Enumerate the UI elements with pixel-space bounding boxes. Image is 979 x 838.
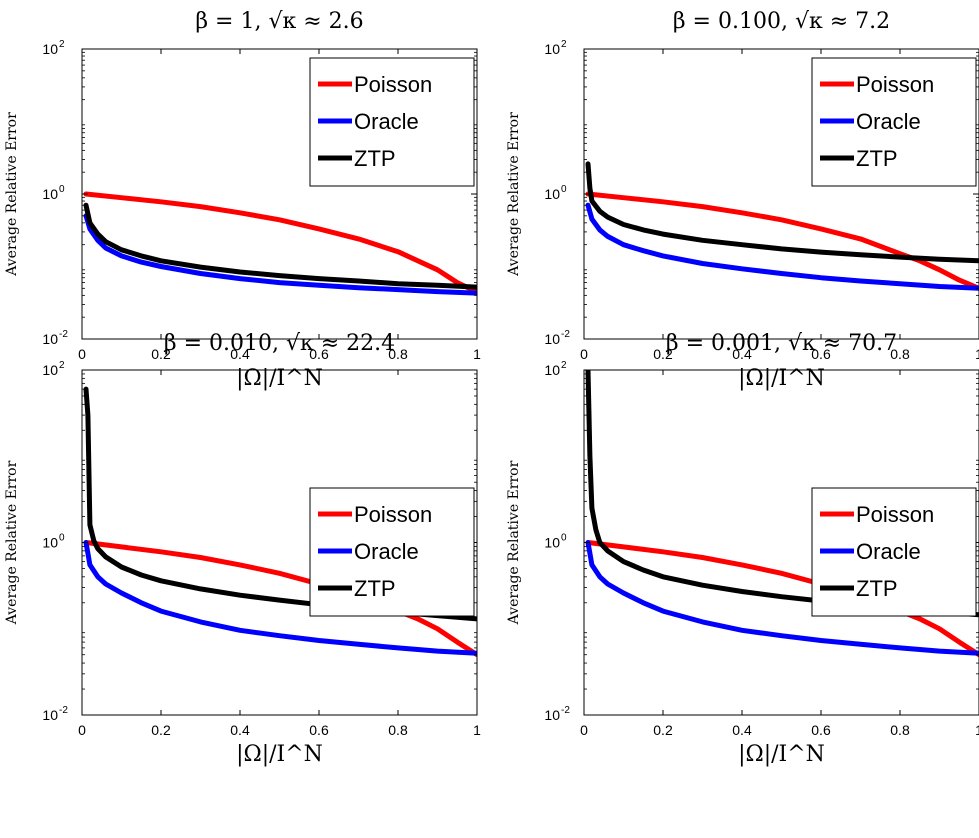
legend-label-poisson: Poisson: [856, 502, 934, 527]
y-tick-label: 10: [544, 186, 560, 202]
legend-label-oracle: Oracle: [354, 109, 419, 134]
y-tick-exponent: 2: [561, 39, 567, 50]
x-tick-label: 0: [580, 346, 588, 362]
x-tick-label: 0.6: [309, 346, 329, 362]
y-tick-exponent: 2: [561, 360, 567, 371]
x-tick-label: 0.6: [811, 346, 831, 362]
y-tick-exponent: 0: [59, 533, 65, 544]
x-tick-label: 1: [975, 346, 979, 362]
x-tick-label: 0.8: [388, 722, 408, 738]
y-tick-exponent: -2: [59, 329, 68, 340]
x-tick-label: 0.4: [732, 722, 752, 738]
y-tick-label: 10: [42, 535, 58, 551]
x-tick-label: 0.6: [811, 722, 831, 738]
y-axis-label: Average Relative Error: [506, 460, 522, 625]
x-tick-label: 0.2: [151, 722, 171, 738]
series-line-oracle: [585, 540, 979, 656]
chart-panel-2: β = 0.100, √κ ≈ 7.200.20.40.60.8110-2100…: [506, 9, 979, 391]
chart-panel-3: β = 0.010, √κ ≈ 22.40 0.2 0.4 0.6 0.8 110 -210…: [4, 331, 481, 767]
y-tick-label: 10: [42, 362, 58, 378]
chart-title: β = 1, √κ ≈ 2.6: [195, 9, 363, 34]
series-lines: [83, 191, 477, 296]
x-tick-label: 0.4: [230, 346, 250, 362]
legend-label-oracle: Oracle: [354, 539, 419, 564]
legend: Poisson Oracle ZTP: [811, 487, 977, 617]
legend-label-poisson: Poisson: [354, 72, 432, 97]
legend-label-ztp: ZTP: [354, 576, 396, 601]
y-tick-exponent: -2: [59, 705, 68, 716]
x-tick-label: 0.6: [309, 722, 329, 738]
x-tick-label: 1: [473, 722, 481, 738]
x-tick-label: 0.2: [151, 346, 171, 362]
y-axis-label: Average Relative Error: [4, 112, 20, 277]
series-lines: [585, 161, 979, 291]
y-tick-label: 10: [42, 707, 58, 723]
series-line-poisson: [83, 191, 477, 295]
x-tick-label: 1: [975, 722, 979, 738]
legend-label-oracle: Oracle: [856, 539, 921, 564]
y-tick-label: 10: [544, 41, 560, 57]
y-tick-label: 10: [42, 186, 58, 202]
x-tick-label: 0.4: [230, 722, 250, 738]
y-tick-exponent: -2: [561, 329, 570, 340]
y-tick-exponent: -2: [561, 705, 570, 716]
legend-label-poisson: Poisson: [354, 502, 432, 527]
chart-title: β = 0.100, √κ ≈ 7.2: [673, 9, 890, 34]
y-tick-label: 10: [544, 331, 560, 347]
x-tick-label: 0.8: [890, 722, 910, 738]
x-axis-label: |Ω|/I^N: [738, 742, 825, 767]
legend-label-ztp: ZTP: [354, 146, 396, 171]
y-tick-label: 10: [42, 331, 58, 347]
legend-label-oracle: Oracle: [856, 109, 921, 134]
y-tick-label: 10: [42, 41, 58, 57]
series-line-oracle: [585, 202, 979, 291]
legend: Poisson Oracle ZTP: [309, 57, 475, 187]
y-axis-label: Average Relative Error: [506, 112, 522, 277]
legend-label-poisson: Poisson: [856, 72, 934, 97]
x-tick-label: 0.8: [388, 346, 408, 362]
y-tick-exponent: 2: [59, 39, 65, 50]
x-tick-label: 0: [580, 722, 588, 738]
x-tick-label: 0: [78, 346, 86, 362]
y-tick-exponent: 0: [59, 184, 65, 195]
x-tick-label: 0.4: [732, 346, 752, 362]
x-tick-label: 0.8: [890, 346, 910, 362]
chart-title: β = 0.010, √κ ≈ 22.4: [164, 331, 395, 356]
y-tick-label: 10: [544, 362, 560, 378]
chart-panel-4: β = 0.001, √κ ≈ 70.700.20.40.60.8110-210…: [506, 331, 979, 767]
series-line-poisson: [585, 191, 979, 291]
chart-title: β = 0.001, √κ ≈ 70.7: [666, 331, 897, 356]
legend: Poisson Oracle ZTP: [811, 57, 977, 187]
legend: Poisson Oracle ZTP: [309, 487, 475, 617]
y-tick-exponent: 0: [561, 533, 567, 544]
y-axis-label: Average Relative Error: [4, 460, 20, 625]
series-line-oracle: [83, 540, 477, 656]
legend-label-ztp: ZTP: [856, 146, 898, 171]
y-tick-exponent: 0: [561, 184, 567, 195]
x-tick-label: 0.2: [653, 346, 673, 362]
series-line-ztp: [585, 161, 979, 264]
x-tick-label: 0.2: [653, 722, 673, 738]
series-line-ztp: [83, 202, 477, 290]
x-axis-label: |Ω|/I^N: [236, 742, 323, 767]
y-tick-label: 10: [544, 535, 560, 551]
legend-label-ztp: ZTP: [856, 576, 898, 601]
y-tick-exponent: 2: [59, 360, 65, 371]
series-line-oracle: [83, 213, 477, 296]
x-tick-label: 0: [78, 722, 86, 738]
y-tick-label: 10: [544, 707, 560, 723]
x-tick-label: 1: [473, 346, 481, 362]
